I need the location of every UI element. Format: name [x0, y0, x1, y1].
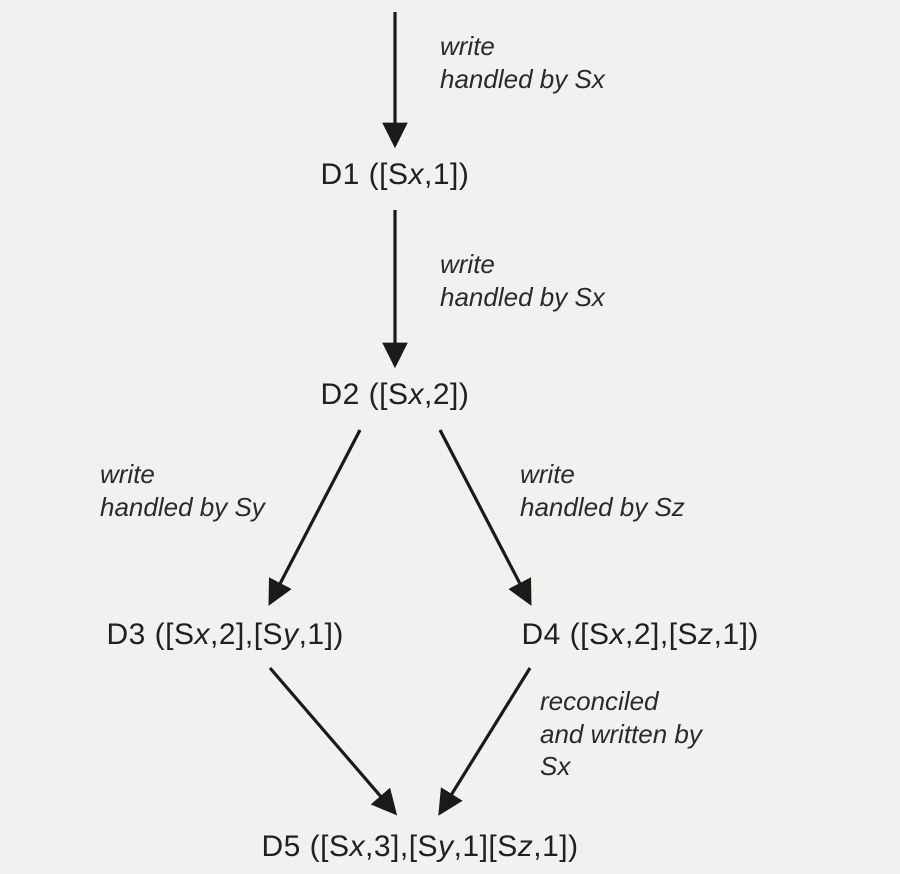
edge-label-d2-d3: writehandled by Sy	[100, 458, 265, 523]
node-d1: D1 ([Sx,1])	[321, 158, 470, 192]
node-d4: D4 ([Sx,2],[Sz,1])	[522, 618, 759, 652]
node-d5: D5 ([Sx,3],[Sy,1][Sz,1])	[262, 830, 579, 864]
edge-label-d1-d2: writehandled by Sx	[440, 248, 605, 313]
node-d3: D3 ([Sx,2],[Sy,1])	[107, 618, 344, 652]
edge-e_d2_d3	[270, 430, 360, 603]
edge-label-d2-d4: writehandled by Sz	[520, 458, 685, 523]
edge-e_d4_d5	[440, 668, 530, 813]
edges-svg	[0, 0, 900, 874]
edge-e_d3_d5	[270, 668, 395, 813]
edge-label-d4-d5: reconciledand written bySx	[540, 685, 702, 783]
node-d2: D2 ([Sx,2])	[321, 378, 470, 412]
edge-label-top-d1: writehandled by Sx	[440, 30, 605, 95]
edge-e_d2_d4	[440, 430, 530, 603]
